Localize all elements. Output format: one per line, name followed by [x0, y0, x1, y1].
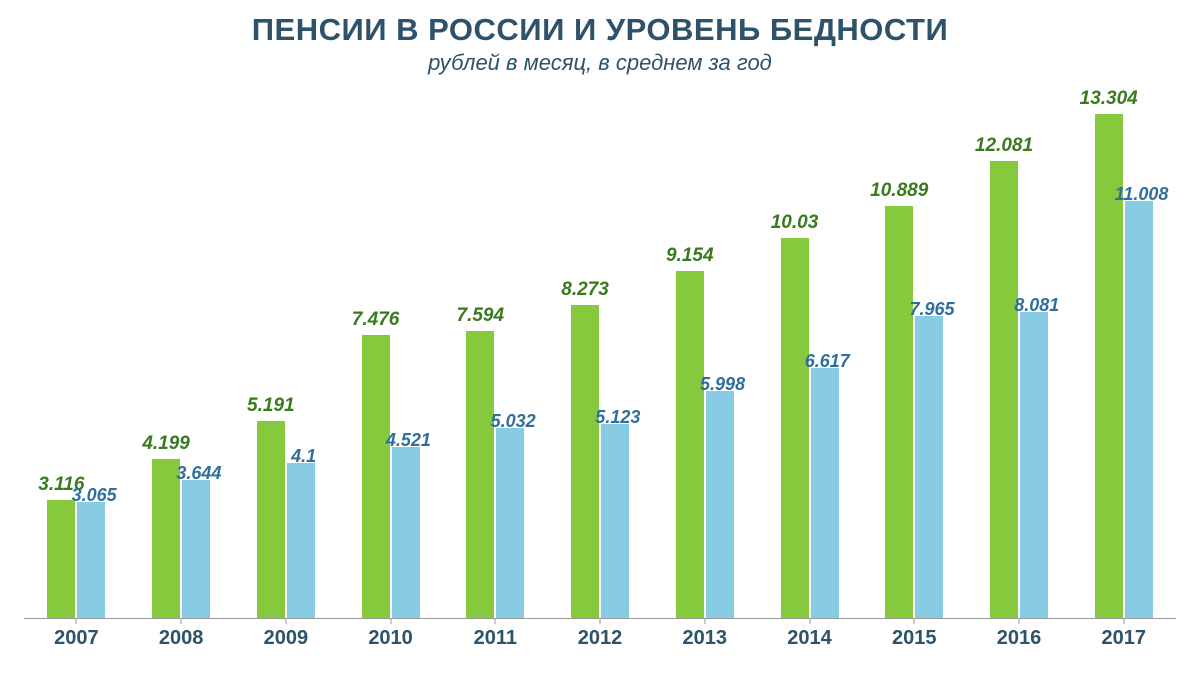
- x-axis-label: 2010: [338, 619, 443, 657]
- bar-poverty: 3.644: [182, 480, 210, 618]
- bar-label-pension: 8.273: [561, 279, 609, 301]
- x-axis-tick: [1123, 618, 1124, 624]
- bar-label-poverty: 7.965: [910, 299, 955, 320]
- year-group: 4.199 3.644: [129, 88, 234, 618]
- bar-label-pension: 12.081: [975, 135, 1033, 157]
- x-axis-tick: [285, 618, 286, 624]
- bar-poverty: 3.065: [77, 502, 105, 618]
- bar-label-poverty: 5.998: [700, 374, 745, 395]
- x-axis-label: 2011: [443, 619, 548, 657]
- bar-label-pension: 7.594: [457, 305, 505, 327]
- year-group: 3.1163.065: [24, 88, 129, 618]
- bar-poverty: 8.081: [1020, 312, 1048, 618]
- bar-poverty: 6.617: [811, 368, 839, 619]
- plot-area: 3.1163.0654.1993.6445.1914.17.4764.5217.…: [24, 88, 1176, 657]
- x-axis-tick: [76, 618, 77, 624]
- x-axis-tick: [1018, 618, 1019, 624]
- year-group: 8.2735.123: [548, 88, 653, 618]
- bar-pension: 7.476: [362, 335, 390, 618]
- bar-label-pension: 5.191: [247, 395, 295, 417]
- x-axis-label: 2016: [967, 619, 1072, 657]
- bar-poverty: 5.123: [601, 424, 629, 618]
- year-group: 7.5945.032: [443, 88, 548, 618]
- x-axis-label: 2008: [129, 619, 234, 657]
- bars-row: 3.1163.0654.1993.6445.1914.17.4764.5217.…: [24, 88, 1176, 619]
- bar-label-pension: 10.03: [771, 212, 819, 234]
- bar-pension: 10.889: [885, 206, 913, 618]
- bar-pension: 12.081: [990, 161, 1018, 618]
- bar-label-poverty: 5.123: [595, 407, 640, 428]
- bar-label-pension: 4.199: [142, 433, 190, 455]
- bar-pension: 3.116: [47, 500, 75, 618]
- bar-pension: 5.191: [257, 421, 285, 618]
- year-group: 12.0818.081: [967, 88, 1072, 618]
- x-axis-label: 2009: [233, 619, 338, 657]
- x-axis-tick: [181, 618, 182, 624]
- bar-label-pension: 9.154: [666, 245, 714, 267]
- bar-pension: 8.273: [571, 305, 599, 618]
- x-axis-tick: [809, 618, 810, 624]
- x-axis-tick: [914, 618, 915, 624]
- year-group: 10.036.617: [757, 88, 862, 618]
- bar-poverty: 7.965: [915, 316, 943, 618]
- bar-label-pension: 13.304: [1080, 88, 1138, 110]
- year-group: 9.1545.998: [652, 88, 757, 618]
- bar-pension: 9.154: [676, 271, 704, 618]
- x-axis: 2007200820092010201120122013201420152016…: [24, 619, 1176, 657]
- year-group: 5.1914.1: [233, 88, 338, 618]
- x-axis-label: 2013: [652, 619, 757, 657]
- bar-label-poverty: 8.081: [1014, 295, 1059, 316]
- x-axis-label: 2015: [862, 619, 967, 657]
- bar-pension: 7.594: [466, 331, 494, 618]
- bar-poverty: 4.1: [287, 463, 315, 618]
- chart-container: ПЕНСИИ В РОССИИ И УРОВЕНЬ БЕДНОСТИ рубле…: [24, 12, 1176, 657]
- year-group: 13.304 11.008: [1071, 88, 1176, 618]
- bar-label-poverty: 4.521: [386, 430, 431, 451]
- year-group: 10.8897.965: [862, 88, 967, 618]
- x-axis-tick: [600, 618, 601, 624]
- x-axis-tick: [390, 618, 391, 624]
- bar-label-poverty: 4.1: [291, 446, 316, 467]
- year-group: 7.4764.521: [338, 88, 443, 618]
- x-axis-label: 2014: [757, 619, 862, 657]
- chart-subtitle: рублей в месяц, в среднем за год: [24, 50, 1176, 76]
- bar-label-poverty: 11.008: [1115, 184, 1169, 205]
- bar-label-poverty: 5.032: [491, 411, 536, 432]
- x-axis-label: 2007: [24, 619, 129, 657]
- bar-poverty: 4.521: [392, 447, 420, 618]
- bar-label-poverty: 3.644: [176, 463, 221, 484]
- x-axis-label: 2017: [1071, 619, 1176, 657]
- bar-poverty: 5.998: [706, 391, 734, 618]
- chart-title: ПЕНСИИ В РОССИИ И УРОВЕНЬ БЕДНОСТИ: [24, 12, 1176, 48]
- bar-poverty: 5.032: [496, 428, 524, 618]
- x-axis-tick: [495, 618, 496, 624]
- bar-label-pension: 10.889: [870, 180, 928, 202]
- bar-label-poverty: 6.617: [805, 351, 850, 372]
- x-axis-label: 2012: [548, 619, 653, 657]
- bar-label-poverty: 3.065: [72, 485, 117, 506]
- bar-poverty: 11.008: [1125, 201, 1153, 618]
- bar-label-pension: 7.476: [352, 309, 400, 331]
- bar-pension: 10.03: [781, 238, 809, 618]
- x-axis-tick: [704, 618, 705, 624]
